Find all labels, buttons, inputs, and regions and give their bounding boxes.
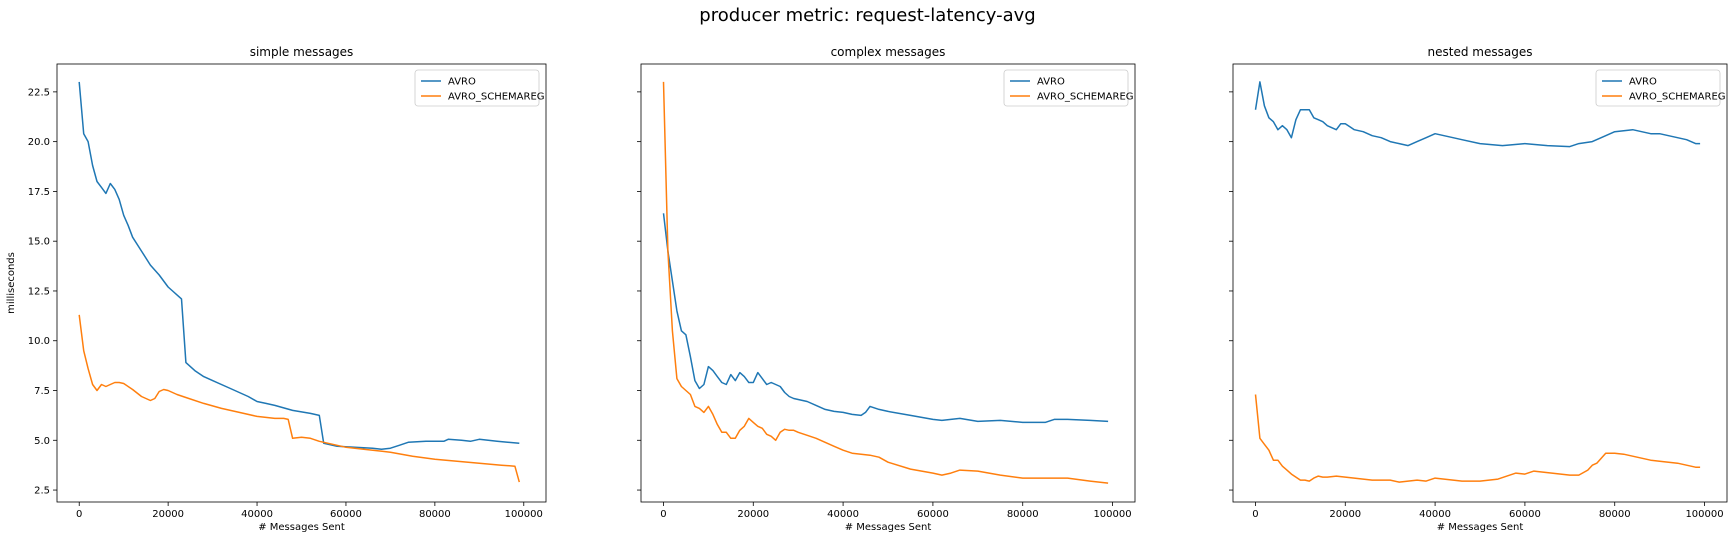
chart-title: nested messages — [1428, 45, 1533, 59]
y-tick-label: 10.0 — [28, 336, 50, 347]
y-axis-label: milliseconds — [6, 252, 17, 314]
legend: AVRO AVRO_SCHEMAREG — [414, 69, 545, 107]
plot-area — [1233, 64, 1727, 502]
legend-box — [1003, 69, 1129, 107]
x-tick-label: 100000 — [505, 509, 543, 520]
x-tick-label: 40000 — [1419, 509, 1451, 520]
legend-label: AVRO_SCHEMAREG — [1037, 92, 1134, 103]
series-line-avro — [1254, 81, 1701, 148]
x-tick-label: 60000 — [330, 509, 362, 520]
chart-panel-1: simple messages 0 20000 40000 60000 80000 1000… — [6, 45, 547, 533]
legend-label: AVRO — [448, 77, 476, 88]
axes-frame — [56, 63, 547, 503]
x-tick-label: 100000 — [1685, 509, 1723, 520]
chart-panel-2: complex messages 0 20000 40000 60000 80000 100… — [637, 45, 1136, 533]
series-line-avro — [662, 213, 1109, 424]
x-axis-label: # Messages Sent — [845, 522, 932, 533]
legend-label: AVRO_SCHEMAREG — [448, 92, 545, 103]
y-tick-label: 22.5 — [28, 87, 50, 98]
x-tick-label: 0 — [1252, 509, 1258, 520]
plot-area — [641, 64, 1135, 502]
figure-title: producer metric: request-latency-avg — [699, 5, 1035, 26]
legend-label: AVRO — [1037, 77, 1065, 88]
chart-title: simple messages — [250, 45, 354, 59]
x-tick-label: 60000 — [1509, 509, 1541, 520]
x-tick-label: 80000 — [1007, 509, 1039, 520]
y-tick-label: 15.0 — [28, 237, 50, 248]
series-line-avro — [78, 81, 520, 450]
legend: AVRO AVRO_SCHEMAREG — [1003, 69, 1134, 107]
legend: AVRO AVRO_SCHEMAREG — [1595, 69, 1726, 107]
x-tick-label: 100000 — [1093, 509, 1131, 520]
x-tick-label: 40000 — [241, 509, 273, 520]
x-tick-label: 80000 — [1599, 509, 1631, 520]
x-tick-label: 40000 — [827, 509, 859, 520]
y-tick-label: 2.5 — [34, 486, 50, 497]
x-tick-label: 60000 — [917, 509, 949, 520]
y-tick-label: 5.0 — [34, 436, 50, 447]
axes-frame — [1232, 63, 1728, 503]
y-tick-label: 17.5 — [28, 187, 50, 198]
x-tick-label: 80000 — [419, 509, 451, 520]
x-tick-label: 0 — [76, 509, 82, 520]
plot-area — [57, 64, 546, 502]
axes-frame — [640, 63, 1136, 503]
legend-label: AVRO — [1629, 77, 1657, 88]
legend-box — [1595, 69, 1721, 107]
series-line-avro-schemareg — [1254, 394, 1701, 483]
x-tick-label: 0 — [660, 509, 666, 520]
series-line-avro-schemareg — [78, 314, 521, 483]
y-tick-label: 7.5 — [34, 386, 50, 397]
x-tick-label: 20000 — [1329, 509, 1361, 520]
chart-panel-3: nested messages 0 20000 40000 60000 80000 1000… — [1229, 45, 1728, 533]
legend-label: AVRO_SCHEMAREG — [1629, 92, 1726, 103]
x-axis-label: # Messages Sent — [1437, 522, 1524, 533]
y-tick-label: 12.5 — [28, 286, 50, 297]
series-line-avro-schemareg — [662, 81, 1109, 484]
x-tick-label: 20000 — [152, 509, 184, 520]
x-axis-label: # Messages Sent — [258, 522, 345, 533]
chart-title: complex messages — [831, 45, 946, 59]
y-tick-label: 20.0 — [28, 137, 50, 148]
legend-box — [414, 69, 540, 107]
x-tick-label: 20000 — [737, 509, 769, 520]
